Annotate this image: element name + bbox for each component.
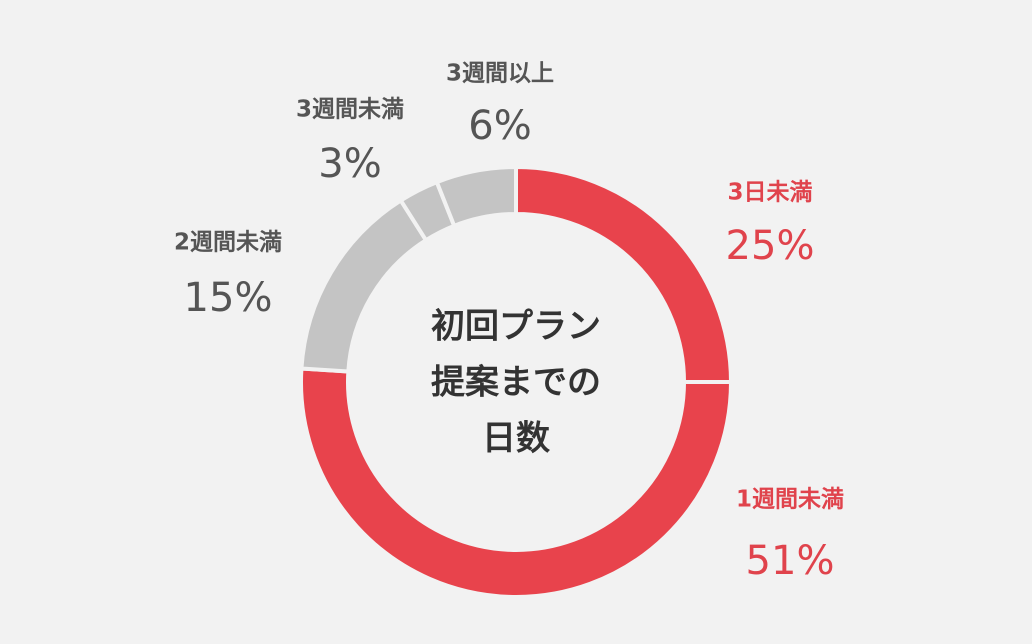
value-label: 3% [318, 141, 381, 187]
value-label: 15% [184, 275, 273, 321]
donut-segment [434, 164, 518, 229]
category-label: 1週間未満 [736, 487, 844, 513]
category-label: 3週間以上 [446, 61, 554, 87]
center-label: 提案までの [431, 363, 601, 403]
category-label: 3日未満 [727, 180, 812, 206]
value-label: 25% [726, 223, 815, 269]
value-label: 51% [746, 538, 835, 584]
donut-segment [299, 366, 734, 599]
category-label: 2週間未満 [174, 230, 282, 256]
center-label: 日数 [482, 419, 550, 459]
category-label: 3週間未満 [296, 97, 404, 123]
value-label: 6% [468, 103, 531, 149]
center-label: 初回プラン [431, 307, 601, 347]
